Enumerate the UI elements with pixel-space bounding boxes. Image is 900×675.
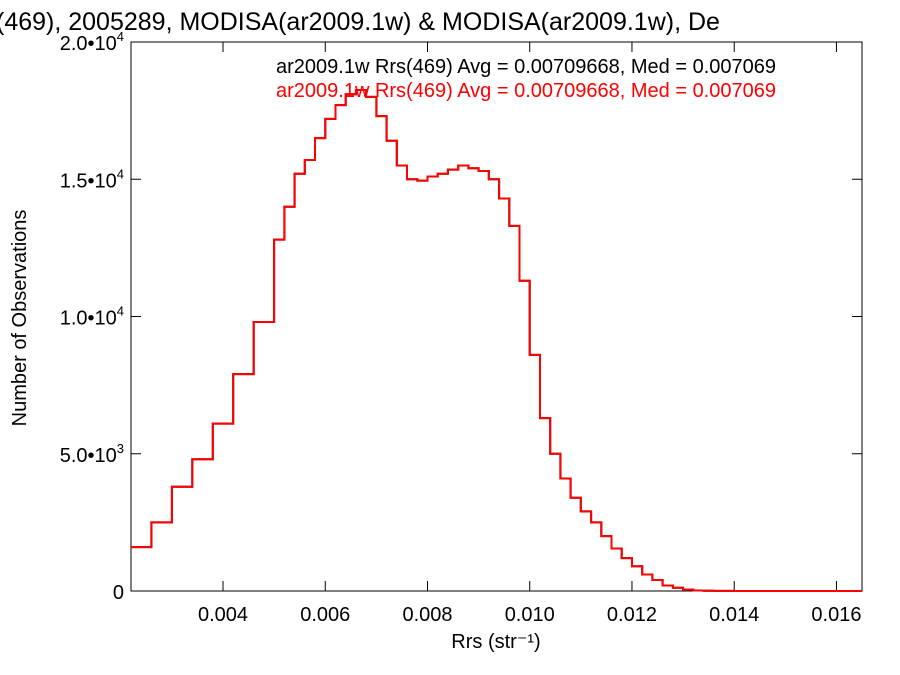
x-tick-label: 0.012	[607, 604, 657, 626]
x-axis-label: Rrs (str⁻¹)	[451, 631, 540, 653]
chart-title: (469), 2005289, MODISA(ar2009.1w) & MODI…	[0, 8, 720, 36]
legend-entry-black: ar2009.1w Rrs(469) Avg = 0.00709668, Med…	[276, 56, 776, 78]
axis-ticks: 0.004 0.006 0.008 0.010 0.012 0.014 0.016 0 5.0•…	[60, 29, 862, 626]
y-tick-label: 5.0•103	[60, 441, 124, 467]
y-tick-label: 0	[113, 582, 124, 604]
legend: ar2009.1w Rrs(469) Avg = 0.00709668, Med…	[276, 56, 776, 102]
y-tick-label: 2.0•104	[60, 29, 124, 55]
y-tick-label: 1.5•104	[60, 166, 124, 192]
y-tick-label: 1.0•104	[60, 304, 124, 330]
y-axis-label: Number of Observations	[9, 210, 31, 427]
x-tick-label: 0.004	[198, 604, 248, 626]
x-tick-label: 0.010	[505, 604, 555, 626]
legend-entry-red: ar2009.1w Rrs(469) Avg = 0.00709668, Med…	[276, 80, 776, 102]
series-line-red	[131, 89, 862, 592]
x-tick-label: 0.008	[402, 604, 452, 626]
x-tick-label: 0.016	[811, 604, 861, 626]
series-lines	[131, 89, 862, 592]
x-tick-label: 0.006	[300, 604, 350, 626]
x-tick-label: 0.014	[709, 604, 759, 626]
